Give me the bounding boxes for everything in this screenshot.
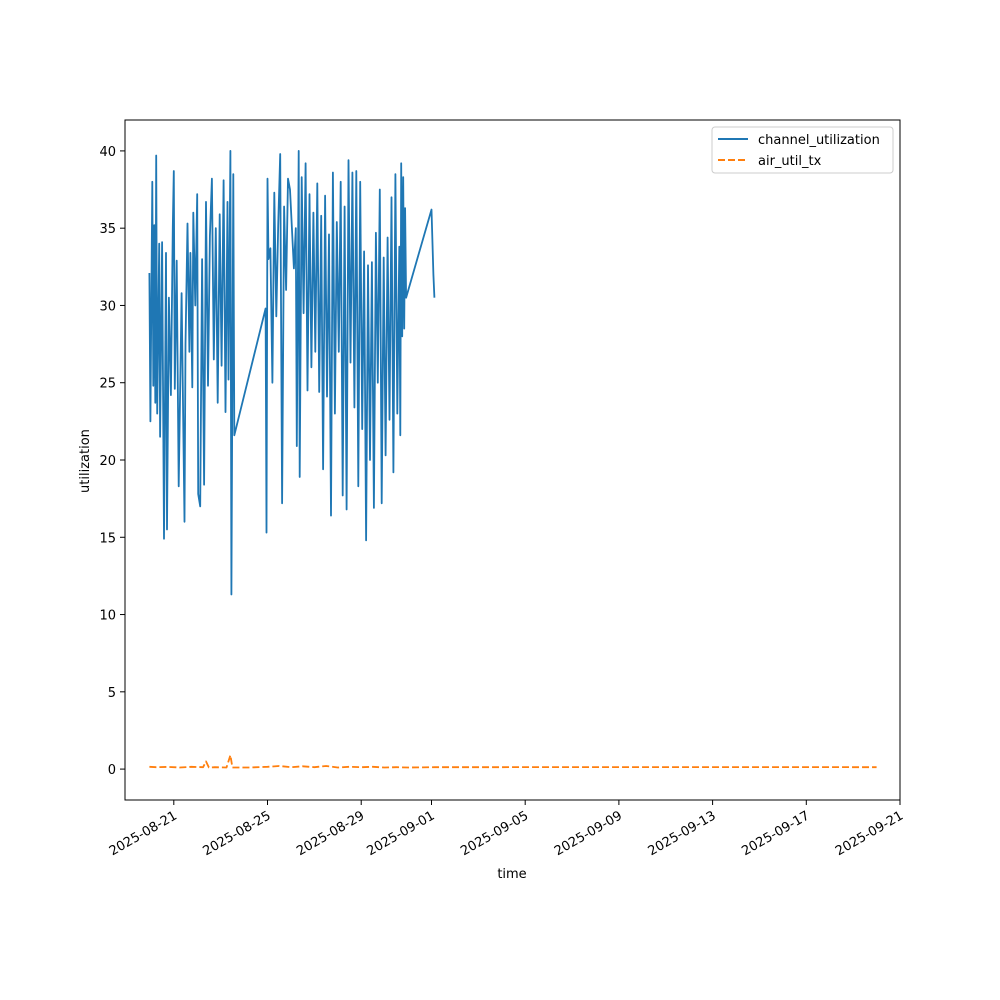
legend-box xyxy=(711,126,894,174)
y-tick-label: 0 xyxy=(108,763,116,778)
legend: channel_utilization air_util_tx xyxy=(711,126,894,174)
y-tick-label: 25 xyxy=(99,377,116,392)
series-line-air-util-tx xyxy=(149,754,877,769)
x-axis-title: time xyxy=(497,867,526,882)
y-axis-title: utilization xyxy=(78,429,93,493)
y-tick-label: 5 xyxy=(108,686,116,701)
legend-label-channel-utilization: channel_utilization xyxy=(758,133,880,148)
y-tick-label: 40 xyxy=(99,145,116,160)
y-tick-label: 20 xyxy=(99,454,116,469)
series-layer xyxy=(148,150,877,769)
y-tick-label: 30 xyxy=(99,299,116,314)
y-tick-label: 15 xyxy=(99,531,116,546)
y-tick-label: 10 xyxy=(99,609,116,624)
y-tick-label: 35 xyxy=(99,222,116,237)
legend-label-air-util-tx: air_util_tx xyxy=(758,154,822,169)
y-axis: 0 5 10 15 20 25 30 35 40 xyxy=(99,145,125,778)
series-line-channel-utilization xyxy=(148,150,436,596)
